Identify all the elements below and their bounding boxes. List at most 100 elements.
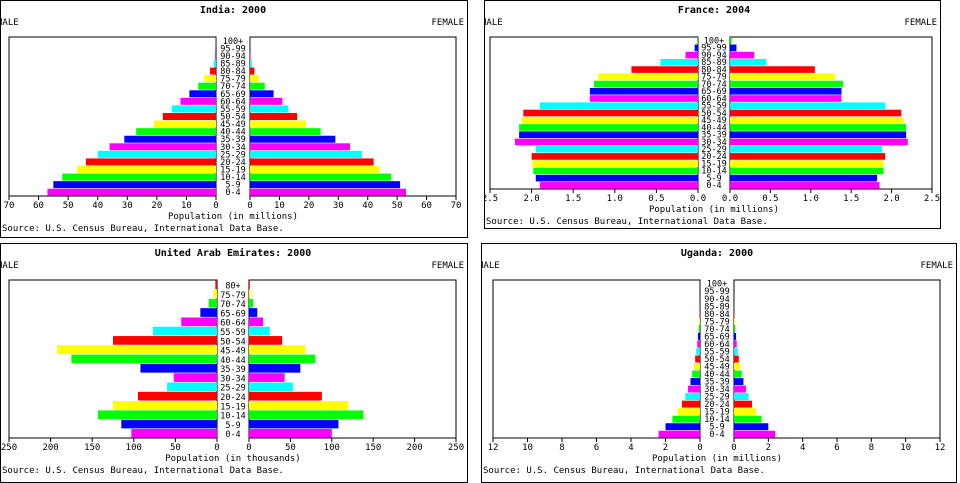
- male-bar: [660, 59, 698, 66]
- age-group-label: 75-79: [704, 317, 730, 327]
- age-group-label: 20-24: [701, 152, 727, 162]
- x-tick-label: 20: [151, 201, 162, 211]
- female-bar: [250, 82, 265, 90]
- x-tick-label: 50: [170, 443, 181, 453]
- source-note: Source: U.S. Census Bureau, Internationa…: [483, 466, 765, 476]
- age-group-label: 60-64: [701, 94, 727, 104]
- x-tick-label: 0.5: [762, 194, 778, 204]
- male-bar: [532, 160, 698, 167]
- x-tick-label: 10: [522, 443, 533, 453]
- female-bar: [734, 363, 741, 370]
- male-bar: [672, 415, 700, 423]
- female-bar: [250, 113, 298, 120]
- male-bar: [685, 51, 698, 59]
- x-tick-label: 6: [834, 443, 839, 453]
- male-bar: [131, 429, 217, 438]
- male-bar: [198, 82, 216, 90]
- male-bar: [113, 401, 217, 410]
- x-axis-label: Population (in thousands): [165, 454, 300, 464]
- age-group-label: 70-74: [701, 80, 727, 90]
- age-group-label: 15-19: [220, 402, 246, 412]
- x-tick-label: 2.5: [924, 194, 940, 204]
- male-bar: [523, 109, 698, 117]
- male-bar: [77, 166, 216, 173]
- age-group-label: 55-59: [701, 102, 727, 112]
- x-tick-label: 10: [181, 201, 192, 211]
- age-group-label: 40-44: [704, 370, 730, 380]
- x-tick-label: 200: [406, 443, 422, 453]
- age-group-label: 90-94: [220, 52, 246, 62]
- age-group-label: 0-4: [225, 430, 240, 440]
- age-group-label: 20-24: [220, 158, 246, 168]
- x-tick-label: 50: [392, 201, 403, 211]
- female-bar: [250, 90, 274, 98]
- female-bar: [730, 153, 886, 160]
- male-bar: [173, 373, 217, 382]
- age-group-label: 25-29: [704, 393, 730, 403]
- age-group-label: 0-4: [225, 188, 240, 198]
- female-bar: [249, 363, 301, 373]
- chart-title: India: 2000: [200, 4, 266, 16]
- pyramid-svg: India: 2000 MALE FEMALE 0-45-910-1415-1920-…: [1, 4, 464, 234]
- male-label: MALE: [485, 18, 503, 28]
- female-bar: [249, 326, 270, 336]
- x-tick-label: 0: [213, 201, 218, 211]
- male-bar: [97, 150, 216, 158]
- male-bar: [519, 124, 698, 131]
- female-bar: [250, 166, 380, 173]
- x-tick-label: 10: [900, 443, 911, 453]
- pyramid-svg: United Arab Emirates: 2000MALEFEMALE0-45…: [1, 247, 464, 476]
- age-group-label: 25-29: [220, 150, 246, 160]
- male-bar: [698, 325, 700, 333]
- age-group-label: 10-14: [701, 167, 727, 177]
- age-group-label: 60-64: [220, 97, 246, 107]
- male-bar: [62, 173, 216, 181]
- age-group-label: 0-4: [706, 181, 721, 191]
- female-bar: [734, 393, 749, 401]
- chart-title: Uganda: 2000: [681, 248, 753, 259]
- x-axis-label: Population (in millions): [652, 454, 782, 464]
- male-bar: [215, 52, 216, 60]
- age-group-label: 35-39: [220, 135, 246, 145]
- male-bar: [514, 138, 698, 146]
- chart-title: United Arab Emirates: 2000: [155, 247, 312, 259]
- male-bar: [631, 66, 698, 73]
- female-bar: [730, 80, 844, 88]
- age-group-label: 20-24: [220, 393, 246, 403]
- female-plot-frame: [733, 279, 941, 439]
- male-bar: [699, 317, 700, 325]
- female-bar: [250, 120, 306, 128]
- x-tick-label: 50: [285, 443, 296, 453]
- x-tick-label: 0.0: [690, 194, 706, 204]
- age-group-label: 65-69: [220, 309, 246, 319]
- female-bar: [730, 160, 884, 167]
- male-bar: [47, 188, 216, 196]
- x-axis-label: Population (in millions): [649, 205, 779, 215]
- female-bar: [249, 382, 293, 392]
- age-group-label: 45-49: [704, 362, 730, 372]
- male-bar: [181, 317, 217, 327]
- x-tick-label: 50: [63, 201, 74, 211]
- female-bar: [249, 373, 285, 382]
- source-note: Source: U.S. Census Bureau, Internationa…: [2, 466, 284, 476]
- male-bar: [697, 340, 700, 348]
- female-bar: [249, 289, 251, 299]
- pyramid-svg: Uganda: 2000MALEFEMALE0-45-910-1415-1920…: [482, 248, 953, 476]
- male-bar: [204, 75, 216, 83]
- age-group-label: 10-14: [220, 412, 246, 422]
- female-bar: [250, 173, 392, 181]
- male-label: MALE: [482, 261, 500, 271]
- male-bar: [693, 363, 700, 370]
- age-group-label: 50-54: [704, 355, 730, 365]
- female-bar: [250, 128, 321, 136]
- female-bar: [250, 97, 283, 105]
- male-bar: [692, 370, 700, 378]
- age-group-label: 65-69: [701, 87, 727, 97]
- female-bar: [249, 308, 258, 317]
- age-group-label: 55-59: [220, 328, 246, 338]
- female-bar: [250, 105, 289, 113]
- age-group-label: 55-59: [220, 105, 246, 115]
- male-bar: [594, 80, 698, 88]
- x-tick-label: 0: [247, 201, 252, 211]
- age-group-label: 50-54: [220, 337, 246, 347]
